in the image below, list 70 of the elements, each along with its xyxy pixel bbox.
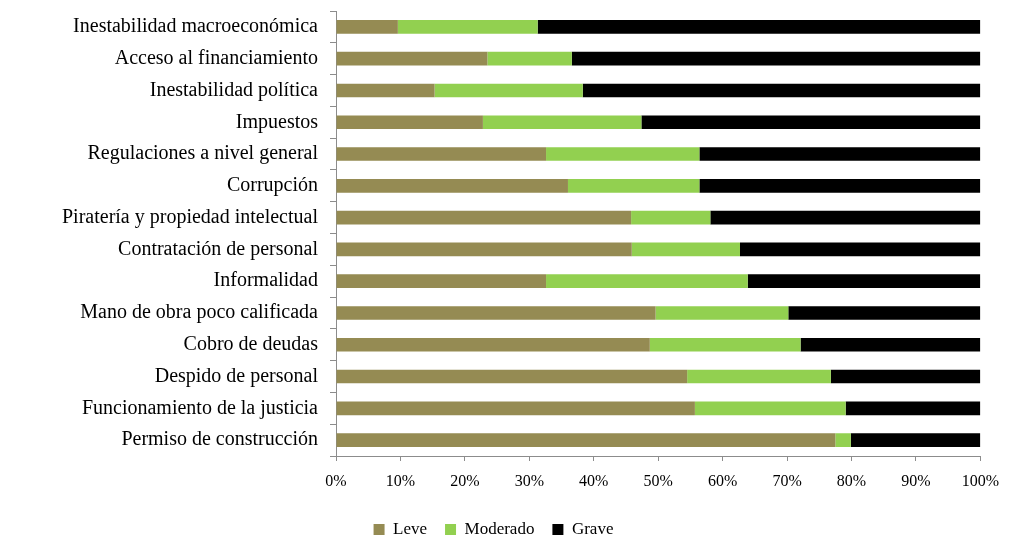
y-tick-label: Mano de obra poco calificada (80, 300, 319, 324)
x-tick-label: 60% (707, 471, 738, 489)
bar (546, 274, 748, 289)
x-tick-label: 10% (385, 471, 416, 489)
y-tick-label: Cobro de deudas (183, 332, 319, 354)
bar (397, 20, 538, 34)
x-tick-label: 100% (961, 471, 999, 489)
bar (747, 274, 981, 289)
bar (482, 115, 642, 130)
y-tick-label: Corrupción (226, 173, 318, 197)
y-tick-label: Funcionamiento de la justicia (81, 395, 319, 419)
y-tick-label: Impuestos (235, 109, 319, 133)
bar (631, 242, 740, 257)
bar (336, 401, 695, 416)
bar (788, 306, 981, 320)
bar (687, 369, 831, 384)
y-tick-label: Despido de personal (154, 363, 319, 387)
bar (800, 337, 981, 352)
bar (336, 178, 568, 193)
y-tick-label: Acceso al financiamiento (114, 45, 318, 68)
bar (336, 210, 632, 225)
bar (699, 178, 981, 193)
x-tick-label: 50% (643, 471, 673, 489)
x-tick-label: 90% (901, 471, 931, 489)
bar (546, 147, 700, 161)
bar (336, 115, 483, 130)
x-tick-label: 30% (514, 471, 544, 489)
bar (336, 20, 398, 34)
bar (641, 115, 981, 130)
bar (336, 433, 836, 447)
bar (336, 242, 632, 257)
bar (655, 306, 789, 320)
legend-label: Leve (393, 518, 428, 536)
y-tick-label: Contratación de personal (118, 236, 319, 260)
bar (582, 83, 981, 98)
bar (830, 369, 981, 384)
y-tick-label: Inestabilidad macroeconómica (73, 14, 319, 37)
legend-label: Grave (571, 518, 614, 536)
bar (740, 242, 981, 257)
bar (710, 210, 981, 225)
bar (336, 337, 650, 352)
x-tick-label: 20% (450, 471, 480, 489)
y-tick-label: Regulaciones a nivel general (87, 141, 319, 165)
bar (571, 51, 981, 66)
bar (835, 433, 851, 447)
bar (336, 306, 656, 320)
x-tick-label: 80% (836, 471, 867, 489)
bar (336, 83, 435, 98)
bar (845, 401, 981, 416)
x-tick-label: 40% (579, 471, 609, 489)
bar (631, 210, 711, 225)
x-tick-label: 0% (325, 471, 347, 489)
y-tick-label: Informalidad (213, 268, 318, 291)
bar (434, 83, 583, 98)
x-tick-label: 70% (772, 471, 802, 489)
y-tick-label: Piratería y propiedad intelectual (61, 204, 319, 228)
legend-label: Moderado (464, 518, 535, 536)
bar (336, 369, 688, 384)
y-tick-label: Permiso de construcción (121, 427, 318, 450)
bar (487, 51, 572, 66)
bar (850, 433, 981, 447)
bar (699, 147, 981, 161)
bar (336, 147, 547, 161)
bar (567, 178, 700, 193)
bar (336, 274, 547, 289)
bar (336, 51, 488, 66)
bar (649, 337, 801, 352)
y-tick-label: Inestabilidad política (149, 77, 319, 101)
bar (694, 401, 846, 416)
bar (537, 20, 981, 34)
